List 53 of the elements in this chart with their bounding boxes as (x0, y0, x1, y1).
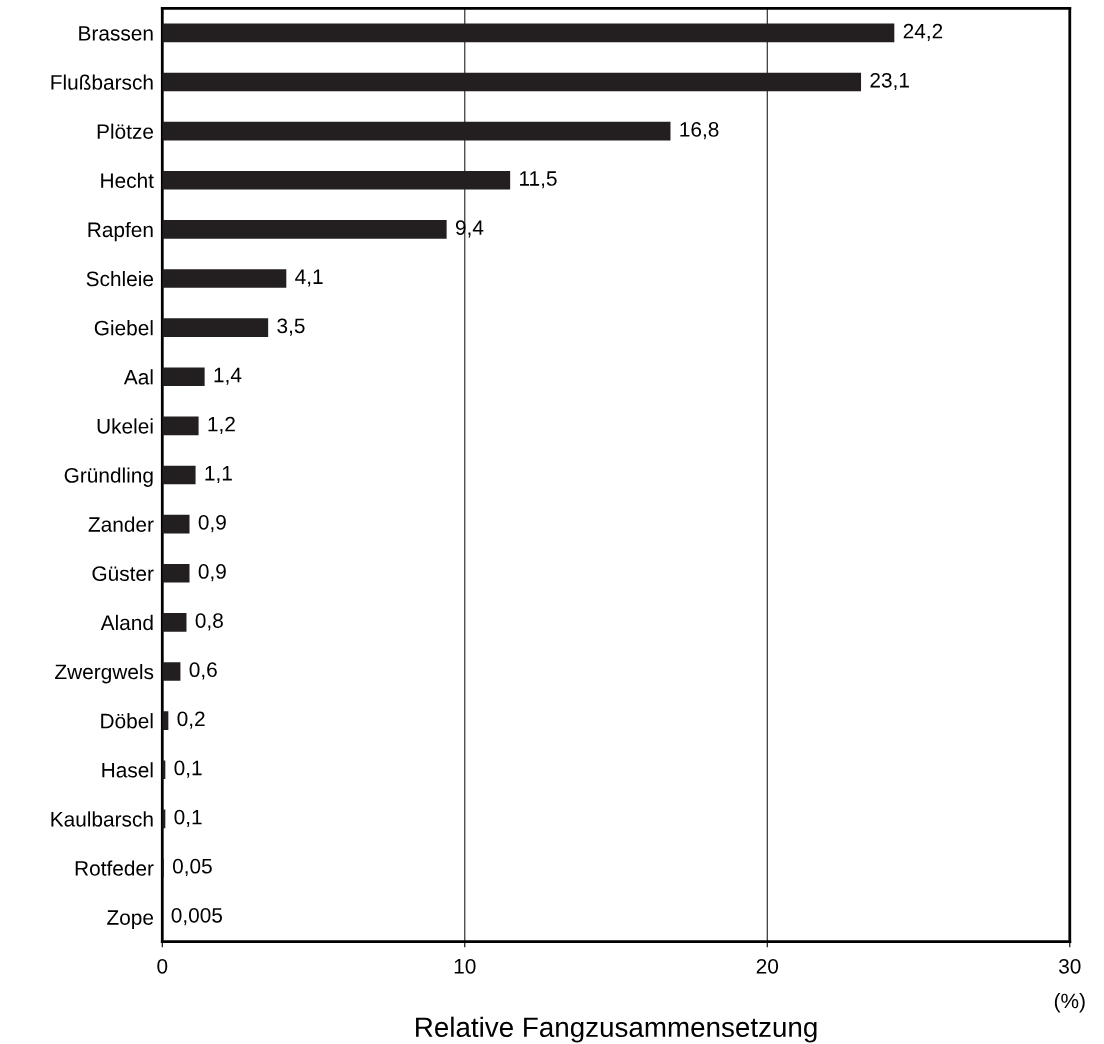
data-label: 0,9 (198, 514, 226, 533)
y-tick-label: Aal (123, 369, 153, 385)
text: (%) (1054, 993, 1085, 1013)
x-tick-label: 10 (454, 958, 476, 974)
y-tick-label: Zwergwels (55, 663, 154, 684)
bar (162, 318, 269, 337)
y-tick-label: Flußbarsch (51, 74, 153, 90)
data-label: 1,1 (205, 466, 232, 484)
x-axis-title: Relative Fangzusammensetzung (416, 1016, 817, 1043)
y-tick-label: Gründling (64, 467, 153, 487)
data-label: 0,1 (174, 760, 202, 778)
data-label: 16,8 (680, 122, 719, 140)
data-label: 0,05 (172, 858, 212, 877)
y-tick-label: Zander (88, 516, 154, 532)
data-label: 11,5 (520, 171, 557, 189)
y-tick-label: Rotfeder (75, 860, 154, 876)
data-label: 0,1 (174, 809, 202, 827)
x-tick-label: 20 (756, 958, 779, 974)
data-label: 3,5 (277, 318, 305, 336)
y-tick-label: Brassen (79, 26, 153, 41)
y-tick-label: Aland (100, 614, 153, 631)
bar (162, 269, 287, 288)
y-tick-label: Güster (92, 566, 154, 582)
data-label: 1,2 (208, 416, 235, 434)
data-label: 0,005 (171, 907, 223, 926)
y-tick-label: Rapfen (88, 221, 153, 242)
bar (162, 220, 447, 239)
y-tick-label: Giebel (94, 320, 153, 336)
y-tick-label: Kaulbarsch (51, 811, 153, 827)
y-tick-label: Hasel (102, 762, 153, 778)
bar (162, 367, 205, 387)
data-label: 4,1 (295, 269, 323, 287)
data-label: 23,1 (870, 72, 909, 91)
bar (162, 416, 199, 436)
data-label: 24,2 (903, 23, 943, 41)
y-tick-label: Ukelei (97, 418, 153, 434)
x-tick-label: 30 (1058, 958, 1081, 974)
data-label: 0,6 (189, 662, 217, 680)
data-label: 0,9 (198, 564, 226, 582)
data-label: 0,8 (195, 613, 223, 631)
y-tick-label: Zope (107, 910, 154, 929)
y-tick-label: Schleie (86, 270, 154, 287)
data-label: 1,4 (214, 367, 242, 385)
bar (162, 563, 190, 583)
y-tick-label: Döbel (101, 713, 153, 729)
bar (162, 465, 196, 485)
x-tick-label: 0 (157, 958, 168, 974)
bar (162, 514, 190, 534)
data-label: 0,2 (177, 711, 205, 729)
y-tick-label: Plötze (97, 123, 154, 139)
bar (162, 613, 187, 632)
bar (162, 662, 181, 681)
y-tick-label: Hecht (101, 172, 154, 189)
